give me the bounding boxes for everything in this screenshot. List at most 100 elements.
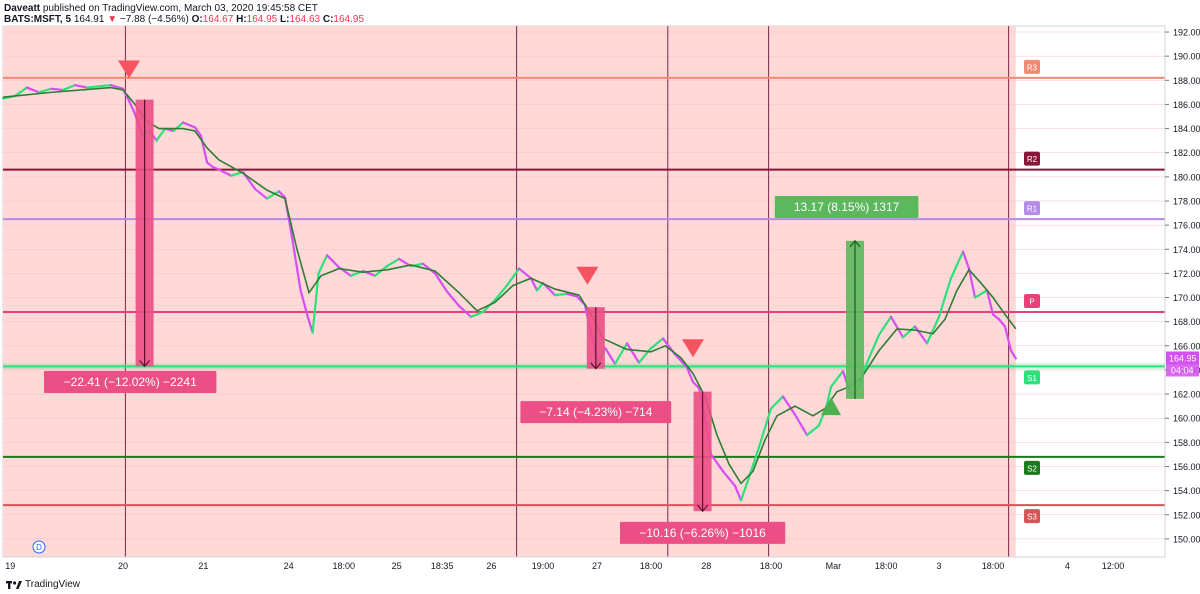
price-tick-label: 184.00 [1173,124,1200,134]
price-tick-label: 188.00 [1173,76,1200,86]
price-segment [325,254,341,269]
price-segment [73,84,89,89]
trade-label-box-3 [620,521,786,544]
price-segment [61,84,77,92]
price-tick-label: 172.00 [1173,269,1200,279]
time-tick-label: Mar [826,561,842,571]
price-segment [805,424,821,437]
price-tick-label: 156.00 [1173,462,1200,472]
price-segment [625,342,641,364]
price-segment [937,277,953,318]
s1-band [3,363,1165,370]
price-segment [685,366,695,384]
price-segment [311,272,320,334]
price-tick-label: 190.00 [1173,52,1200,62]
current-price-tag [1166,351,1199,365]
price-segment [289,230,302,292]
price-segment [991,313,1001,321]
price-segment [781,395,797,416]
time-tick-label: 18:00 [333,561,356,571]
price-segment [155,127,167,142]
price-segment [997,318,1007,328]
high-label: H: [236,14,247,25]
price-segment [457,304,473,318]
close-label: C: [322,14,334,25]
countdown-tag [1166,364,1199,377]
price-segment [85,85,101,89]
price-segment [433,272,449,293]
price-segment [613,342,629,366]
trade-arrowhead-4 [849,239,861,248]
price-segment [517,267,533,280]
price-segment [37,87,53,94]
price-tick-label: 186.00 [1173,100,1200,110]
price-segment [604,347,617,366]
time-tick-label: 18:00 [982,561,1005,571]
price-tick-label: 180.00 [1173,172,1200,182]
price-tick-label: 170.00 [1173,293,1200,303]
sell-signal-icon [576,266,599,285]
price-segment [745,446,761,485]
price-tick-label: 154.00 [1173,486,1200,496]
price-segment [793,413,809,437]
level-badge-p [1024,294,1040,309]
price-segment [769,395,785,410]
price-segment [265,190,281,200]
price-segment [889,315,905,339]
time-tick-label: 25 [392,561,402,571]
trade-label-box-2 [520,401,672,424]
tradingview-branding[interactable]: TradingView [6,579,80,590]
session-marker-text: D [36,543,42,552]
sell-signal-icon [118,60,140,79]
time-tick-label: 20 [118,561,128,571]
level-badge-r2 [1024,151,1040,166]
price-segment [637,347,653,364]
price-tick-label: 178.00 [1173,196,1200,206]
low-label: L: [280,14,290,25]
publish-text: published on TradingView.com, March 03, … [42,3,318,14]
brand-name: TradingView [25,579,81,590]
symbol-legend: BATS:MSFT, 5 164.91 ▼ −7.88 (−4.56%) O:1… [4,14,364,25]
price-segment [925,315,941,345]
level-badge-text-r1: R1 [1027,205,1038,214]
price-segment [277,190,287,199]
price-segment [172,121,185,133]
level-badge-r3 [1024,59,1040,74]
time-tick-label: 27 [592,561,602,571]
price-segment [913,325,929,345]
price-segment [691,380,701,390]
price-segment [299,289,309,318]
level-badge-text-p: P [1029,298,1034,307]
trade-label-box-4 [774,196,919,219]
trade-label-1: −22.41 (−12.02%) −2241 [64,375,197,389]
time-tick-label: 18:35 [431,561,454,571]
price-segment [181,121,197,129]
price-segment [193,126,203,137]
level-badge-s1 [1024,370,1040,385]
price-segment [25,86,41,94]
price-segment [709,453,725,473]
symbol-label[interactable]: BATS:MSFT, 5 [4,14,72,25]
time-tick-label: 12:00 [1102,561,1125,571]
open-label: O: [191,14,203,25]
author-name[interactable]: Daveatt [4,3,41,14]
current-price-label: 164.95 [1169,353,1197,363]
time-tick-label: 19:00 [532,561,555,571]
close-value: 164.95 [333,14,365,25]
open-value: 164.67 [202,14,234,25]
session-marker-icon[interactable] [32,540,46,554]
price-tick-label: 158.00 [1173,438,1200,448]
price-segment [649,337,665,350]
trade-arrowhead-3 [697,504,709,513]
time-tick-label: 18:00 [640,561,663,571]
countdown-label: 04:04 [1171,365,1194,375]
time-tick-label: 26 [486,561,496,571]
time-tick-label: 24 [284,561,294,571]
price-tick-label: 160.00 [1173,414,1200,424]
level-badge-text-r2: R2 [1027,155,1038,164]
price-segment [505,267,521,287]
price-segment [13,86,29,98]
price-segment [829,370,845,388]
price-segment [97,84,113,88]
